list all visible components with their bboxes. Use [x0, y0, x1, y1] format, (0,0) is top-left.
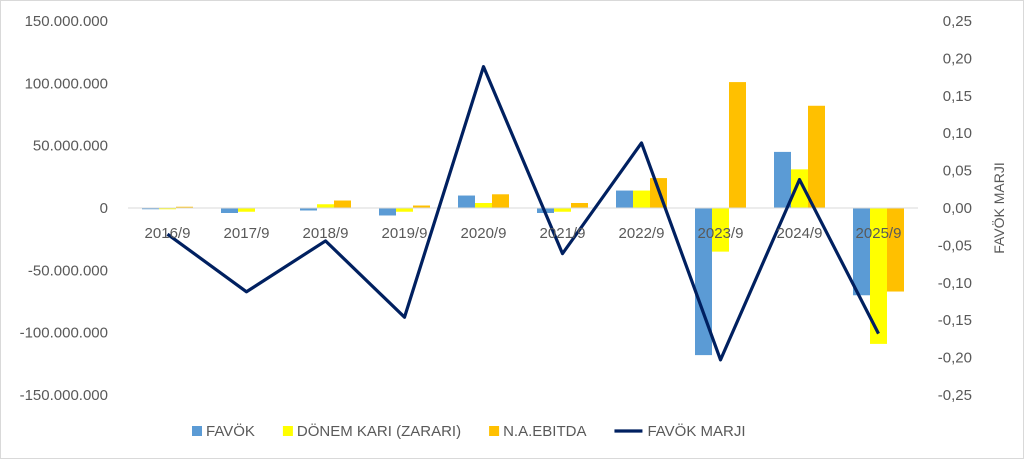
left-tick-label-0: 150.000.000	[25, 13, 108, 30]
category-label-3: 2019/9	[382, 225, 428, 242]
right-tick-label-8: -0,15	[938, 312, 972, 329]
category-label-5: 2021/9	[540, 225, 586, 242]
category-label-9: 2025/9	[856, 225, 902, 242]
right-tick-label-10: -0,25	[938, 387, 972, 404]
legend: FAVÖK DÖNEM KARI (ZARARI) N.A.EBITDA FAVÖK …	[192, 422, 746, 440]
bar-fav-k-3	[379, 208, 396, 216]
left-tick-label-1: 100.000.000	[25, 75, 108, 92]
bar-n-a-ebitda-2	[334, 200, 351, 208]
bar-d-nem-kari-zarari--8	[791, 169, 808, 208]
left-tick-label-2: 50.000.000	[33, 138, 108, 155]
category-label-8: 2024/9	[777, 225, 823, 242]
category-label-6: 2022/9	[619, 225, 665, 242]
legend-label-fav-k-marji: FAVÖK MARJI	[647, 422, 745, 440]
bar-d-nem-kari-zarari--4	[475, 203, 492, 208]
bar-d-nem-kari-zarari--1	[238, 208, 255, 212]
bar-fav-k-6	[616, 190, 633, 208]
bar-d-nem-kari-zarari--0	[159, 208, 176, 210]
line-layer	[166, 65, 880, 362]
bar-d-nem-kari-zarari--2	[317, 204, 334, 208]
category-label-4: 2020/9	[461, 225, 507, 242]
bar-n-a-ebitda-4	[492, 194, 509, 208]
category-label-7: 2023/9	[698, 225, 744, 242]
right-tick-label-5: 0,00	[943, 200, 972, 217]
right-tick-label-4: 0,05	[943, 163, 972, 180]
bar-fav-k-4	[458, 195, 475, 208]
right-axis-ticks: 0,25 0,20 0,15 0,10 0,05 0,00 -0,05 -0,10 -0,15 -…	[938, 13, 972, 404]
bar-n-a-ebitda-8	[808, 105, 825, 208]
bar-d-nem-kari-zarari--7	[712, 208, 729, 252]
legend-label-n-a-ebitda: N.A.EBITDA	[503, 423, 586, 440]
bar-d-nem-kari-zarari--9	[870, 208, 887, 344]
bar-d-nem-kari-zarari--6	[633, 190, 650, 208]
bar-fav-k-7	[695, 208, 712, 356]
bar-d-nem-kari-zarari--3	[396, 208, 413, 212]
category-label-0: 2016/9	[145, 225, 191, 242]
left-tick-label-5: -100.000.000	[20, 325, 108, 342]
right-tick-label-0: 0,25	[943, 13, 972, 30]
bar-n-a-ebitda-3	[413, 205, 430, 208]
bar-n-a-ebitda-9	[887, 208, 904, 292]
left-tick-label-6: -150.000.000	[20, 387, 108, 404]
right-axis-title: FAVÖK MARJI	[990, 162, 1007, 254]
bar-fav-k-8	[774, 151, 791, 208]
right-tick-label-2: 0,15	[943, 88, 972, 105]
right-tick-label-6: -0,05	[938, 237, 972, 254]
bar-n-a-ebitda-0	[176, 206, 193, 208]
legend-label-d-nem-kari-zarari-: DÖNEM KARI (ZARARI)	[297, 422, 461, 440]
left-tick-label-4: -50.000.000	[28, 262, 108, 279]
right-tick-label-1: 0,20	[943, 50, 972, 67]
legend-swatch-d-nem-kari-zarari-	[282, 426, 293, 436]
bar-n-a-ebitda-5	[571, 203, 588, 208]
right-tick-label-7: -0,10	[938, 275, 972, 292]
bar-fav-k-2	[300, 208, 317, 211]
right-tick-label-9: -0,20	[938, 350, 972, 367]
legend-swatch-n-a-ebitda	[489, 426, 500, 436]
right-tick-label-3: 0,10	[943, 125, 972, 142]
category-label-2: 2018/9	[303, 225, 349, 242]
bar-n-a-ebitda-7	[729, 82, 746, 208]
bar-d-nem-kari-zarari--5	[554, 208, 571, 212]
bar-fav-k-0	[142, 208, 159, 210]
bar-fav-k-9	[853, 208, 870, 296]
legend-label-fav-k: FAVÖK	[206, 422, 255, 440]
category-label-1: 2017/9	[224, 225, 270, 242]
left-axis-ticks: 150.000.000 100.000.000 50.000.000 0 -50.000…	[20, 13, 108, 404]
category-labels: 2016/9 2017/9 2018/9 2019/9 2020/9 2021/9 2022…	[145, 225, 902, 242]
bars-layer	[142, 82, 904, 356]
line-favok-marji	[166, 65, 880, 362]
bar-fav-k-1	[221, 208, 238, 213]
legend-swatch-fav-k	[192, 426, 202, 436]
left-tick-label-3: 0	[100, 200, 108, 217]
